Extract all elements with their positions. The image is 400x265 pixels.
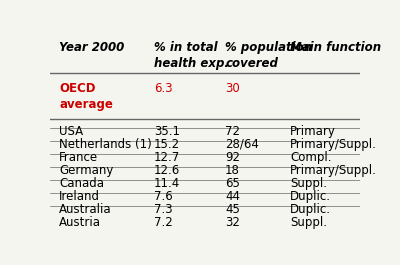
Text: 11.4: 11.4 (154, 177, 180, 190)
Text: Primary: Primary (290, 125, 336, 138)
Text: % population
covered: % population covered (225, 41, 312, 70)
Text: Suppl.: Suppl. (290, 216, 327, 229)
Text: Ireland: Ireland (59, 190, 100, 203)
Text: Compl.: Compl. (290, 151, 332, 164)
Text: 92: 92 (225, 151, 240, 164)
Text: 6.3: 6.3 (154, 82, 172, 95)
Text: OECD
average: OECD average (59, 82, 113, 111)
Text: 45: 45 (225, 203, 240, 216)
Text: 30: 30 (225, 82, 240, 95)
Text: % in total
health exp.: % in total health exp. (154, 41, 229, 70)
Text: 32: 32 (225, 216, 240, 229)
Text: USA: USA (59, 125, 84, 138)
Text: 7.3: 7.3 (154, 203, 172, 216)
Text: Duplic.: Duplic. (290, 203, 331, 216)
Text: Australia: Australia (59, 203, 112, 216)
Text: 65: 65 (225, 177, 240, 190)
Text: Primary/Suppl.: Primary/Suppl. (290, 138, 377, 151)
Text: 15.2: 15.2 (154, 138, 180, 151)
Text: Austria: Austria (59, 216, 101, 229)
Text: 18: 18 (225, 164, 240, 177)
Text: Primary/Suppl.: Primary/Suppl. (290, 164, 377, 177)
Text: 44: 44 (225, 190, 240, 203)
Text: Germany: Germany (59, 164, 114, 177)
Text: Canada: Canada (59, 177, 104, 190)
Text: 72: 72 (225, 125, 240, 138)
Text: 12.7: 12.7 (154, 151, 180, 164)
Text: Suppl.: Suppl. (290, 177, 327, 190)
Text: 28/64: 28/64 (225, 138, 259, 151)
Text: 7.2: 7.2 (154, 216, 173, 229)
Text: 7.6: 7.6 (154, 190, 173, 203)
Text: 35.1: 35.1 (154, 125, 180, 138)
Text: 12.6: 12.6 (154, 164, 180, 177)
Text: France: France (59, 151, 98, 164)
Text: Year 2000: Year 2000 (59, 41, 124, 54)
Text: Duplic.: Duplic. (290, 190, 331, 203)
Text: Main function: Main function (290, 41, 381, 54)
Text: Netherlands (1): Netherlands (1) (59, 138, 152, 151)
